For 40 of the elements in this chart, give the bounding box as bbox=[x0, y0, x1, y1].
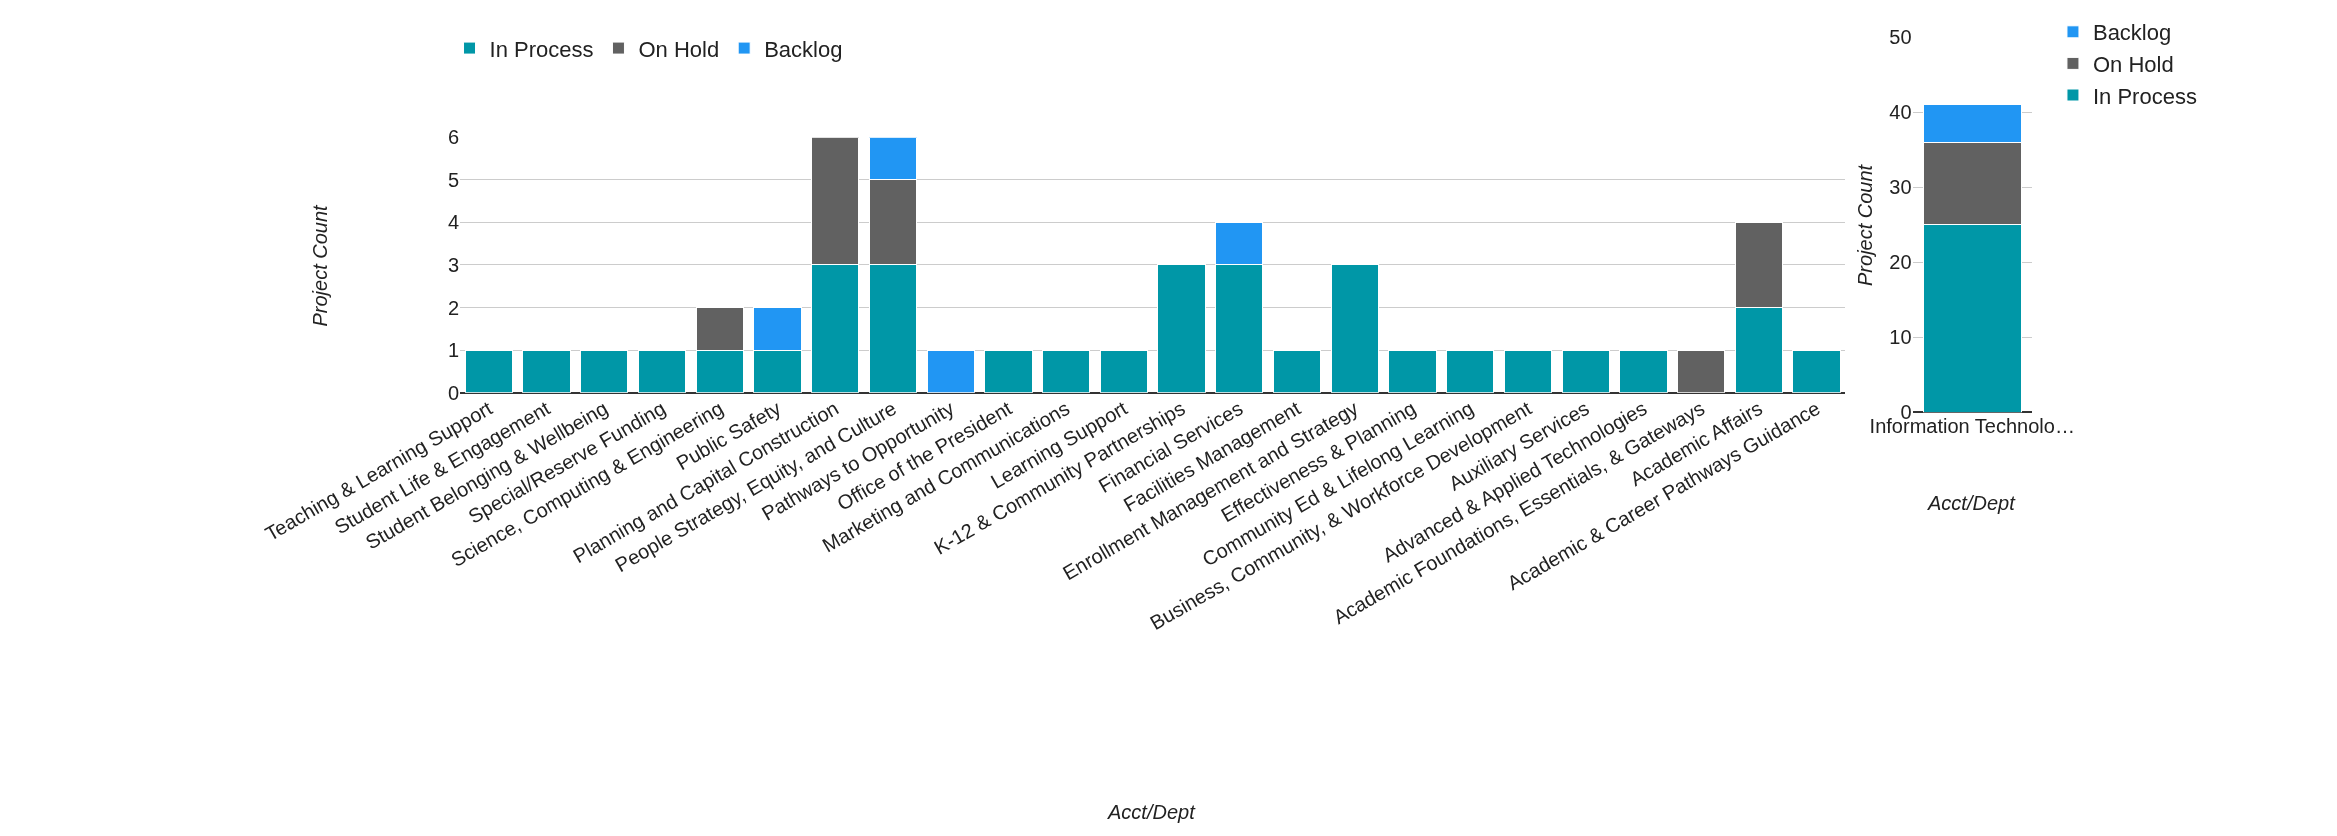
bar bbox=[1792, 349, 1841, 393]
y-axis-title: Project Count bbox=[1853, 163, 1876, 286]
legend-label: Backlog bbox=[764, 36, 843, 62]
legend-label: On Hold bbox=[638, 36, 720, 62]
bar bbox=[926, 349, 975, 393]
y-tick-label: 30 bbox=[1889, 176, 1912, 199]
y-tick-label: 4 bbox=[447, 211, 459, 234]
y-tick-label: 5 bbox=[447, 168, 459, 191]
bar bbox=[1041, 349, 1091, 393]
bar bbox=[1388, 349, 1437, 393]
bar bbox=[1503, 349, 1553, 393]
y-tick-label: 3 bbox=[447, 253, 459, 276]
y-tick-label: 40 bbox=[1889, 101, 1912, 124]
y-tick-label: 20 bbox=[1889, 251, 1912, 274]
y-tick-label: 6 bbox=[447, 126, 459, 149]
bar bbox=[1272, 349, 1322, 393]
y-tick-label: 1 bbox=[447, 339, 459, 362]
legend-label: In Process bbox=[2092, 83, 2197, 109]
y-tick-label: 50 bbox=[1889, 26, 1912, 49]
y-tick-label: 0 bbox=[447, 381, 459, 404]
bar bbox=[1676, 349, 1726, 393]
bar bbox=[464, 349, 514, 393]
legend-label: Backlog bbox=[2092, 20, 2172, 46]
bar bbox=[637, 349, 687, 393]
bar bbox=[984, 349, 1033, 393]
bar bbox=[1619, 349, 1668, 393]
bar bbox=[1157, 264, 1206, 393]
legend-label: In Process bbox=[489, 36, 594, 62]
bar bbox=[1099, 349, 1149, 393]
x-axis-title: Acct/Dept bbox=[1927, 492, 2017, 514]
x-axis-title: Acct/Dept bbox=[1107, 801, 1197, 823]
y-tick-label: 2 bbox=[447, 296, 459, 319]
bar bbox=[1446, 349, 1495, 393]
legend-label: On Hold bbox=[2092, 51, 2174, 77]
bar bbox=[522, 349, 571, 393]
y-axis-title: Project Count bbox=[308, 203, 331, 327]
bar bbox=[580, 349, 629, 393]
bar bbox=[1330, 264, 1379, 393]
bar bbox=[1561, 349, 1610, 393]
y-tick-label: 10 bbox=[1889, 326, 1912, 349]
